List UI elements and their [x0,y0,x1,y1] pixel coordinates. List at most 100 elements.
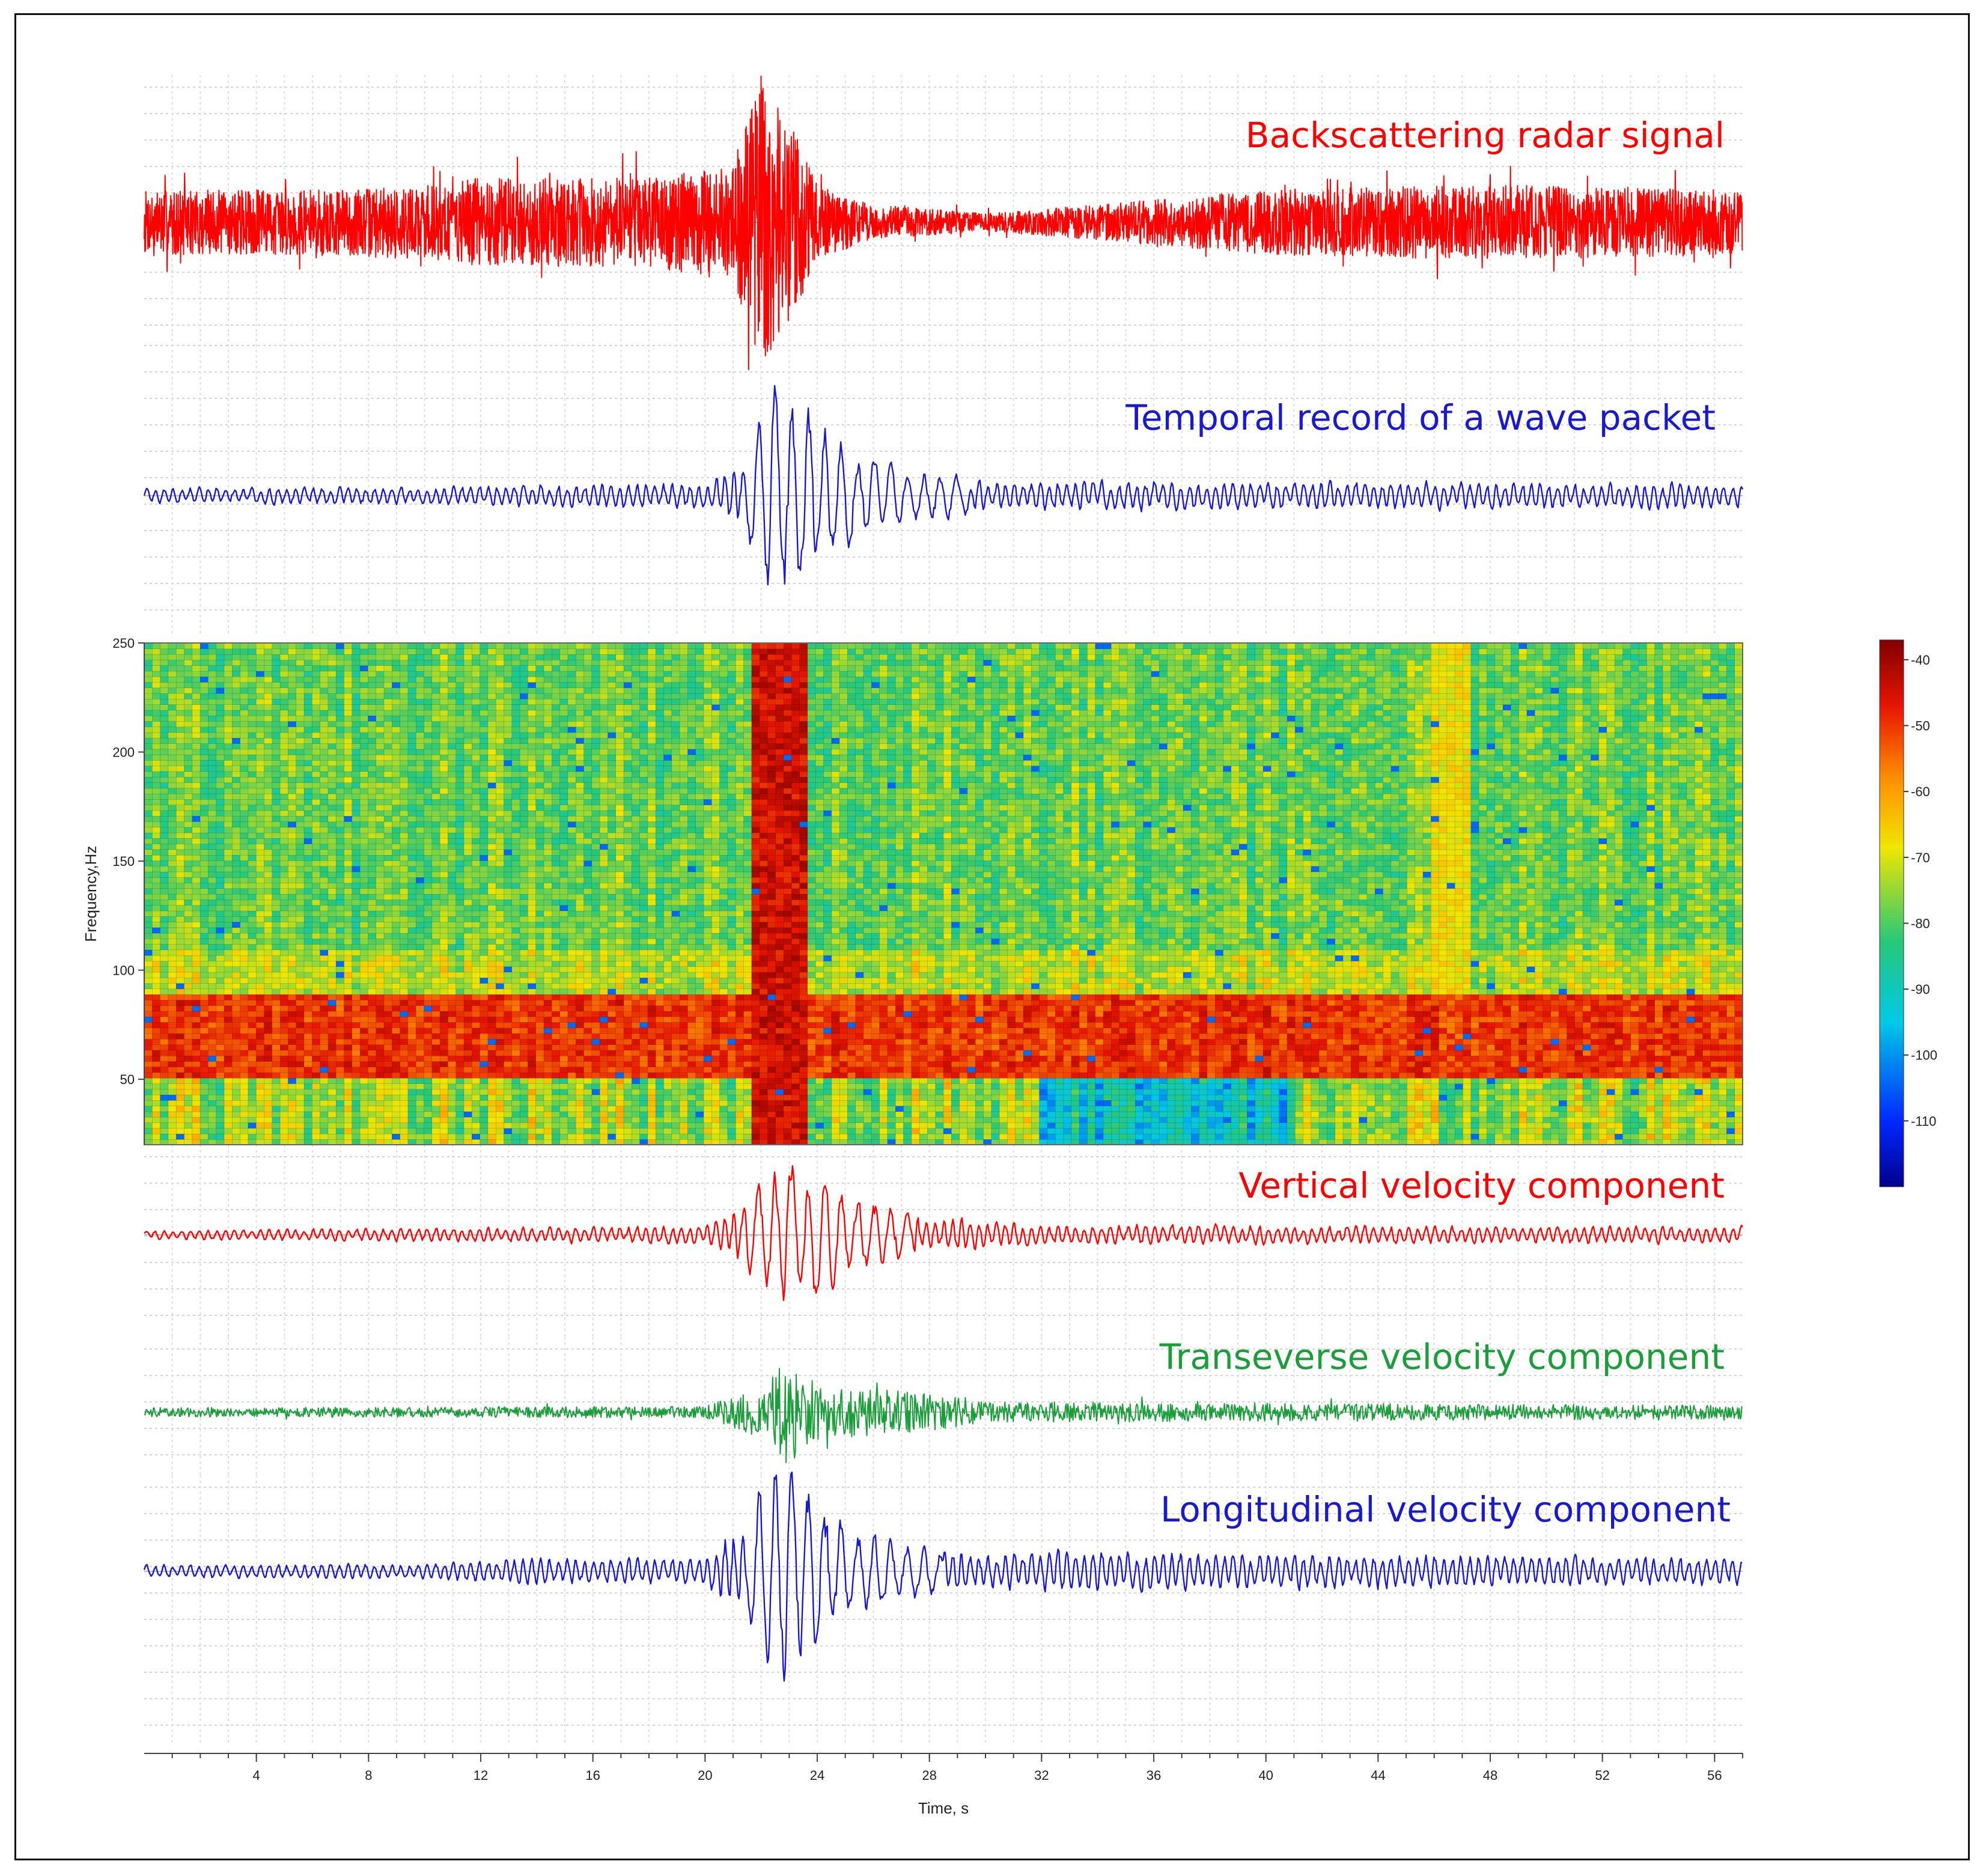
heatmap-cell [495,648,505,655]
heatmap-cell [224,916,233,922]
heatmap-cell [455,1083,465,1090]
heatmap-cell [511,1005,520,1012]
heatmap-cell [463,994,473,1000]
heatmap-cell [495,704,505,711]
heatmap-cell [487,771,497,778]
heatmap-cell [312,732,321,739]
heatmap-cell [495,943,505,951]
heatmap-cell [495,732,505,739]
heatmap-cell [463,760,473,766]
heatmap-cell [448,1083,457,1090]
heatmap-cell [392,799,401,805]
heatmap-cell [359,943,369,951]
heatmap-cell [296,1005,305,1012]
heatmap-cell [240,1050,249,1056]
heatmap-cell [359,972,369,978]
heatmap-cell [288,1077,297,1084]
heatmap-cell [344,977,353,984]
heatmap-cell [312,760,321,766]
heatmap-cell [200,1077,209,1084]
heatmap-cell [448,754,457,761]
heatmap-cell [255,1077,265,1084]
heatmap-cell [175,642,185,650]
heatmap-cell [463,1111,473,1118]
heatmap-cell [424,871,433,878]
heatmap-cell [407,1105,417,1112]
heatmap-cell [255,749,265,755]
heatmap-cell [480,1050,489,1056]
heatmap-cell [232,1044,241,1051]
heatmap-cell [407,871,417,878]
heatmap-cell [535,654,544,660]
heatmap-cell [359,1055,369,1062]
heatmap-cell [359,765,369,772]
heatmap-cell [288,782,297,789]
heatmap-cell [504,982,513,990]
heatmap-cell [168,654,177,660]
heatmap-cell [487,882,497,889]
heatmap-cell [455,1050,465,1056]
heatmap-cell [439,776,449,783]
heatmap-cell [279,659,289,666]
heatmap-cell [495,1066,505,1073]
heatmap-cell [200,665,209,672]
heatmap-cell [327,955,337,961]
heatmap-cell [383,849,393,856]
heatmap-cell [144,671,153,677]
heatmap-cell [279,949,289,956]
heatmap-cell [535,826,544,833]
heatmap-cell [368,938,377,945]
heatmap-cell [448,949,457,956]
heatmap-cell [368,955,377,961]
heatmap-cell [216,771,225,778]
heatmap-cell [495,977,505,984]
heatmap-cell [368,648,377,655]
heatmap-cell [144,999,153,1006]
heatmap-cell [392,726,401,733]
heatmap-cell [248,1011,257,1017]
heatmap-cell [439,860,449,866]
heatmap-cell [415,832,425,839]
heatmap-cell [272,1116,281,1123]
heatmap-cell [335,1016,345,1023]
heatmap-cell [144,1038,153,1045]
heatmap-cell [431,710,440,716]
heatmap-cell [495,642,505,650]
heatmap-cell [279,737,289,744]
heatmap-cell [424,1038,433,1045]
heatmap-cell [312,1122,321,1129]
heatmap-cell [144,720,153,728]
heatmap-cell [224,832,233,839]
heatmap-cell [312,782,321,789]
trace-vertical: Vertical velocity component [144,1165,1743,1302]
heatmap-cell [255,838,265,844]
heatmap-cell [344,681,353,689]
heatmap-cell [487,776,497,783]
heatmap-cell [175,726,185,733]
heatmap-cell [383,687,393,694]
heatmap-cell [455,1038,465,1045]
heatmap-cell [424,1027,433,1034]
heatmap-cell [344,710,353,716]
heatmap-cell [448,877,457,883]
heatmap-cell [407,943,417,951]
heatmap-cell [511,1066,520,1073]
heatmap-cell [463,676,473,683]
heatmap-cell [439,838,449,844]
heatmap-cell [200,1044,209,1051]
heatmap-cell [279,810,289,817]
heatmap-cell [240,999,249,1006]
heatmap-cell [543,854,553,861]
heatmap-cell [487,743,497,750]
heatmap-cell [504,1044,513,1051]
heatmap-cell [303,659,313,666]
heatmap-cell [327,732,337,739]
heatmap-cell [400,972,409,978]
heatmap-cell [480,1133,489,1140]
heatmap-cell [224,877,233,883]
heatmap-cell [144,782,153,789]
heatmap-cell [320,1077,329,1084]
heatmap-cell [152,765,161,772]
heatmap-cell [255,899,265,906]
heatmap-cell [272,810,281,817]
